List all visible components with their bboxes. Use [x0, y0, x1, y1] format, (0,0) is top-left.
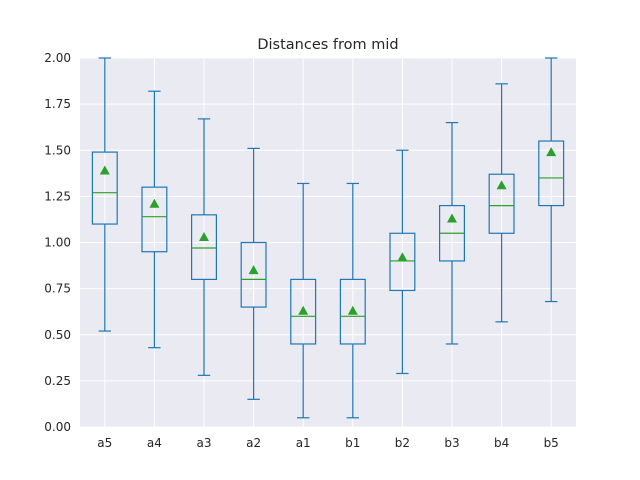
x-tick-label: a4	[147, 436, 162, 450]
axis-labels: 0.00 0.25 0.50 0.75 1.00 1.25 1.50 1.75 2.00 a5 a4…	[44, 51, 559, 450]
chart-title: Distances from mid	[257, 37, 398, 53]
mean-marker	[149, 198, 160, 208]
y-tick-label: 1.25	[44, 189, 71, 203]
mean-marker	[248, 265, 259, 275]
iqr-box	[141, 186, 168, 253]
iqr-box	[389, 232, 416, 292]
iqr-box	[339, 278, 366, 345]
mean-marker	[298, 305, 309, 315]
x-tick-label: b3	[444, 436, 459, 450]
mean-marker	[546, 147, 557, 157]
box-a3	[191, 118, 218, 376]
y-tick-label: 0.50	[44, 328, 71, 342]
mean-marker	[99, 165, 110, 175]
x-tick-label: b4	[494, 436, 509, 450]
box-b1	[339, 182, 366, 419]
iqr-box	[240, 241, 267, 308]
box-b5	[538, 57, 565, 303]
x-tick-label: b1	[345, 436, 360, 450]
y-tick-label: 0.75	[44, 282, 71, 296]
box-a1	[290, 182, 317, 419]
box-b2	[389, 149, 416, 375]
iqr-box	[538, 140, 565, 207]
iqr-box	[91, 151, 118, 225]
x-tick-label: a5	[97, 436, 112, 450]
mean-marker	[347, 305, 358, 315]
x-tick-label: b2	[395, 436, 410, 450]
box-b3	[439, 121, 466, 345]
iqr-box	[191, 214, 218, 280]
box-series	[91, 57, 565, 419]
box-a5	[91, 57, 118, 332]
x-tick-label: b5	[544, 436, 559, 450]
y-tick-label: 1.00	[44, 236, 71, 250]
mean-marker	[199, 231, 209, 241]
y-tick-label: 1.50	[44, 143, 71, 157]
x-tick-label: a3	[197, 436, 212, 450]
mean-marker	[397, 252, 408, 262]
iqr-box	[488, 173, 515, 234]
y-tick-label: 1.75	[44, 97, 71, 111]
box-b4	[488, 83, 515, 323]
x-tick-label: a1	[296, 436, 311, 450]
box-a4	[141, 90, 168, 349]
y-tick-label: 2.00	[44, 51, 71, 65]
mean-marker	[496, 180, 507, 190]
x-tick-label: a2	[246, 436, 261, 450]
y-tick-label: 0.25	[44, 374, 71, 388]
mean-marker	[447, 213, 457, 223]
box-a2	[240, 147, 267, 400]
iqr-box	[290, 278, 317, 345]
y-tick-label: 0.00	[44, 420, 71, 434]
